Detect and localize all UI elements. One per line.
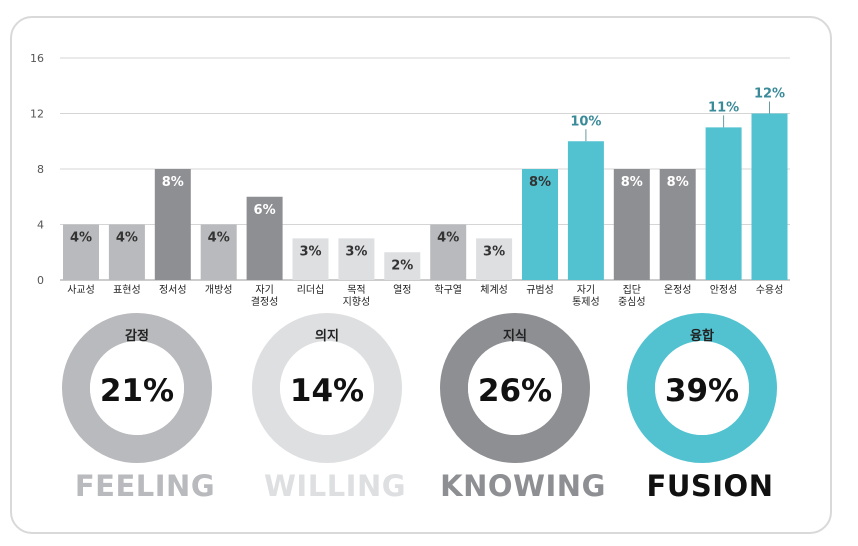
donut-hole [280, 341, 374, 435]
category-label: 통제성 [572, 296, 600, 308]
bar [384, 252, 421, 280]
donut-hole [655, 341, 749, 435]
category-label: 개방성 [205, 284, 233, 296]
category-label: 정서성 [159, 284, 187, 296]
donut-ring [62, 313, 212, 463]
bar [659, 169, 696, 280]
category-label: 결정성 [251, 296, 279, 308]
data-label: 4% [437, 231, 459, 246]
category-label: 수용성 [756, 284, 784, 296]
category-label: 표현성 [113, 284, 141, 296]
data-label: 3% [299, 244, 321, 259]
donut-title: 융합 [690, 328, 714, 344]
bar [154, 169, 191, 280]
donut-percent: 26% [478, 373, 552, 409]
category-word: WILLING [264, 469, 406, 503]
bar [567, 141, 604, 280]
data-label: 4% [208, 231, 230, 246]
category-label: 체계성 [480, 284, 508, 296]
category-word: KNOWING [440, 469, 606, 503]
data-label: 3% [483, 244, 505, 259]
data-label: 10% [570, 114, 601, 129]
donut-title: 의지 [315, 328, 339, 344]
y-tick-label: 8 [37, 163, 44, 176]
data-label: 8% [529, 175, 551, 190]
bar [522, 169, 558, 280]
category-label: 자기 [255, 284, 273, 296]
bar [476, 238, 513, 280]
category-label: 지향성 [343, 296, 371, 308]
donut-title: 감정 [125, 328, 149, 344]
data-label: 2% [391, 258, 413, 273]
donut-hole [468, 341, 562, 435]
donut-title: 지식 [503, 328, 527, 344]
bar [338, 238, 375, 280]
category-label: 자기 [577, 284, 595, 296]
data-label: 8% [621, 175, 643, 190]
data-label: 3% [345, 244, 367, 259]
category-label: 열정 [393, 284, 411, 296]
donut-hole [90, 341, 184, 435]
donut-ring [440, 313, 590, 463]
bar [292, 238, 329, 280]
category-label: 규범성 [526, 284, 554, 296]
category-word: FUSION [647, 469, 774, 503]
bar [63, 224, 99, 280]
y-tick-label: 4 [37, 219, 44, 232]
donut-percent: 39% [665, 373, 739, 409]
category-label: 온정성 [664, 284, 692, 296]
bar [613, 169, 650, 280]
bar [246, 196, 283, 280]
data-label: 4% [70, 231, 92, 246]
bar [705, 127, 742, 280]
y-tick-label: 16 [30, 52, 44, 65]
y-tick-label: 0 [37, 274, 44, 287]
bar [751, 113, 788, 280]
bar [430, 224, 467, 280]
category-label: 사교성 [67, 284, 95, 296]
data-label: 4% [116, 231, 138, 246]
bar [108, 224, 145, 280]
category-label: 중심성 [618, 296, 646, 308]
bar [200, 224, 237, 280]
data-label: 11% [708, 100, 739, 115]
category-word: FEELING [75, 469, 215, 503]
category-label: 학구열 [434, 284, 462, 296]
donut-percent: 14% [290, 373, 364, 409]
donut-ring [627, 313, 777, 463]
y-tick-label: 12 [30, 108, 44, 121]
data-label: 8% [162, 175, 184, 190]
donut-percent: 21% [100, 373, 174, 409]
category-label: 목적 [347, 284, 365, 296]
donut-ring [252, 313, 402, 463]
data-label: 12% [754, 87, 785, 102]
category-label: 안정성 [710, 284, 738, 296]
category-label: 리더십 [297, 284, 325, 296]
data-label: 8% [667, 175, 689, 190]
data-label: 6% [254, 203, 276, 218]
category-label: 집단 [623, 284, 641, 296]
